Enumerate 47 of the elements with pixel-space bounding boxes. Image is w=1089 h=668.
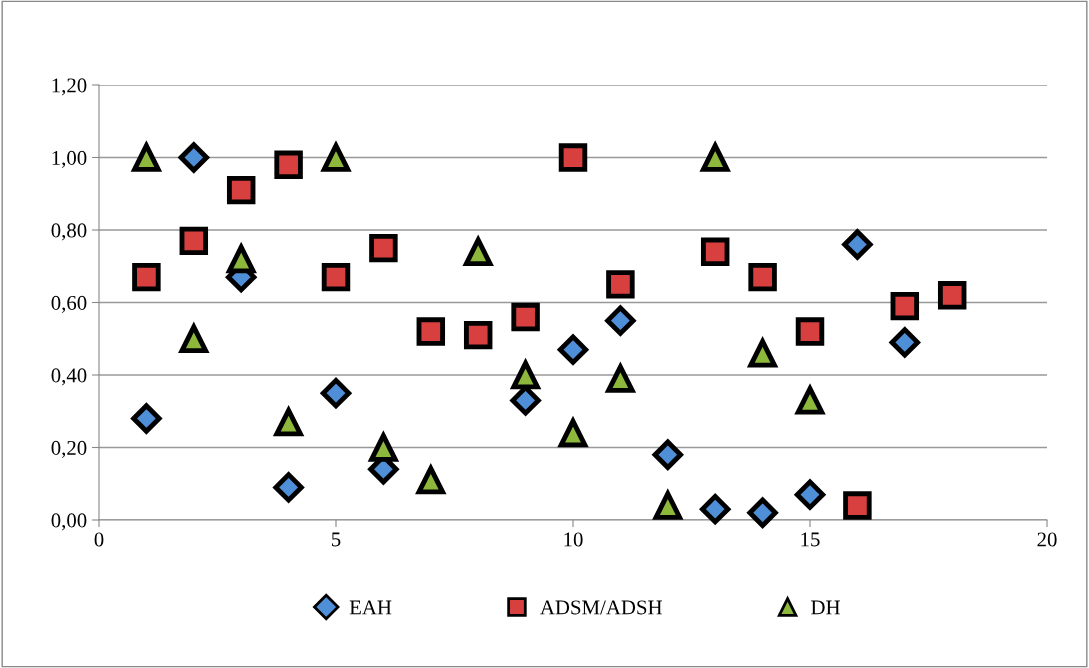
point <box>842 229 873 260</box>
point <box>890 291 920 321</box>
y-tick-label: 0,60 <box>51 295 87 313</box>
y-tick-label: 0,80 <box>51 223 87 241</box>
y-tick-label: 1,00 <box>52 150 87 168</box>
x-tick-label: 15 <box>801 532 820 547</box>
point <box>700 237 730 266</box>
y-tick-label: 0,20 <box>51 440 87 458</box>
x-tick-label: 5 <box>332 532 341 547</box>
point <box>179 226 209 256</box>
point <box>321 262 351 292</box>
legend-label: ADSM/ADSH <box>540 600 662 615</box>
point <box>889 327 920 358</box>
point <box>178 142 209 173</box>
x-tick-label: 10 <box>564 532 583 547</box>
y-tick-label: 0,40 <box>51 368 87 386</box>
point <box>416 317 446 346</box>
legend-label: EAH <box>349 600 392 615</box>
point <box>131 403 162 434</box>
point <box>795 317 825 346</box>
point <box>273 472 304 503</box>
x-tick-label: 0 <box>94 532 104 547</box>
x-tick-label: 20 <box>1037 532 1057 547</box>
point <box>557 416 589 448</box>
point <box>557 334 589 365</box>
point <box>558 143 588 172</box>
point <box>320 377 352 409</box>
point <box>415 463 447 495</box>
point <box>226 175 256 205</box>
legend-label: DH <box>811 600 840 615</box>
point <box>605 305 636 336</box>
point <box>700 493 731 525</box>
point <box>273 405 305 437</box>
y-tick-label: 1,20 <box>52 78 87 96</box>
point <box>652 439 683 470</box>
point <box>794 479 826 510</box>
point <box>463 320 493 350</box>
point <box>511 302 540 332</box>
point <box>369 233 398 263</box>
point <box>843 491 872 520</box>
point <box>132 262 161 292</box>
y-tick-label: 0,00 <box>51 513 87 531</box>
point <box>274 150 303 179</box>
point <box>747 497 778 528</box>
point <box>937 281 967 310</box>
point <box>748 262 777 292</box>
point <box>606 270 635 299</box>
